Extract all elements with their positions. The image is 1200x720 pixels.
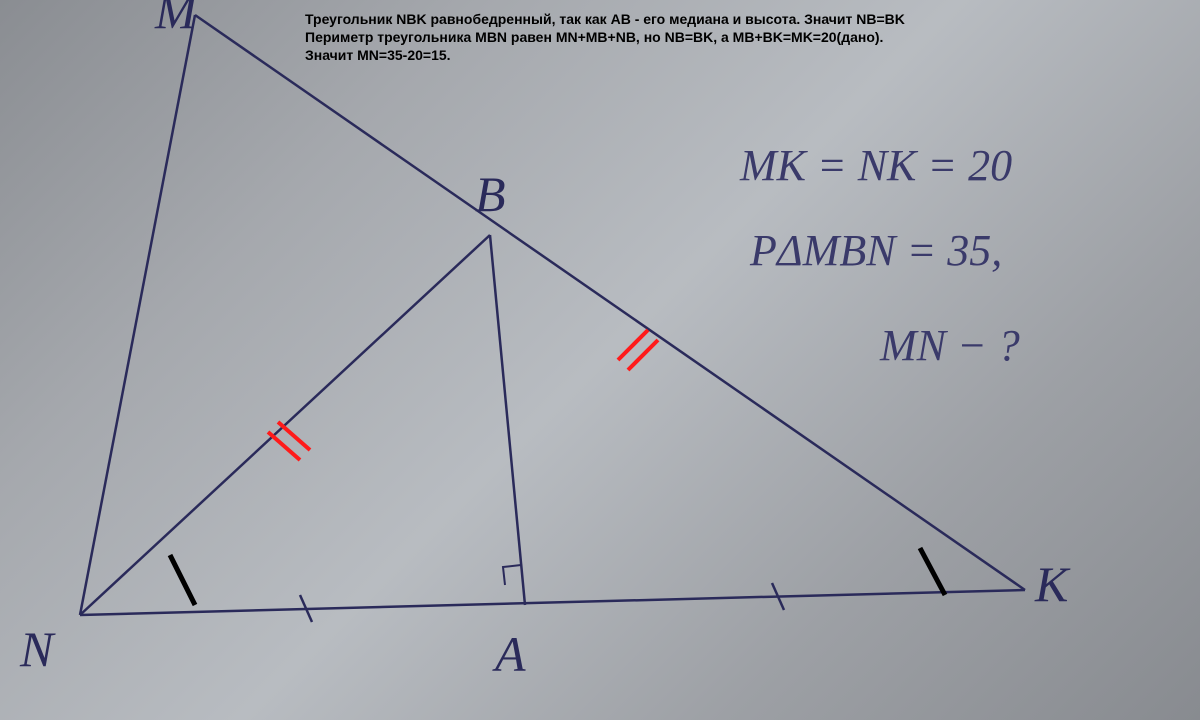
red-tick-NB [268, 422, 310, 460]
vertex-N: N [20, 620, 53, 678]
handwritten-eq-3: MN − ? [880, 320, 1020, 371]
explanation-line-2: Периметр треугольника MBN равен MN+MB+NB… [305, 28, 905, 46]
angle-tick-N [170, 555, 195, 605]
explanation-line-3: Значит MN=35-20=15. [305, 46, 905, 64]
explanation-line-1: Треугольник NBK равнобедренный, так как … [305, 10, 905, 28]
vertex-B: B [475, 165, 506, 223]
edge-NK [80, 590, 1025, 615]
handwritten-eq-1: MK = NK = 20 [740, 140, 1012, 191]
edge-BA [490, 235, 525, 605]
handwritten-eq-2: PΔMBN = 35, [750, 225, 1002, 276]
triangle-diagram [0, 0, 1200, 720]
edge-MK [195, 15, 1025, 590]
angle-tick-K [920, 548, 945, 595]
right-angle-marker [503, 565, 521, 585]
vertex-A: A [495, 625, 526, 683]
vertex-K: K [1035, 555, 1068, 613]
red-tick-BK [618, 330, 658, 370]
vertex-M: M [155, 0, 197, 40]
explanation-text: Треугольник NBK равнобедренный, так как … [305, 10, 905, 65]
